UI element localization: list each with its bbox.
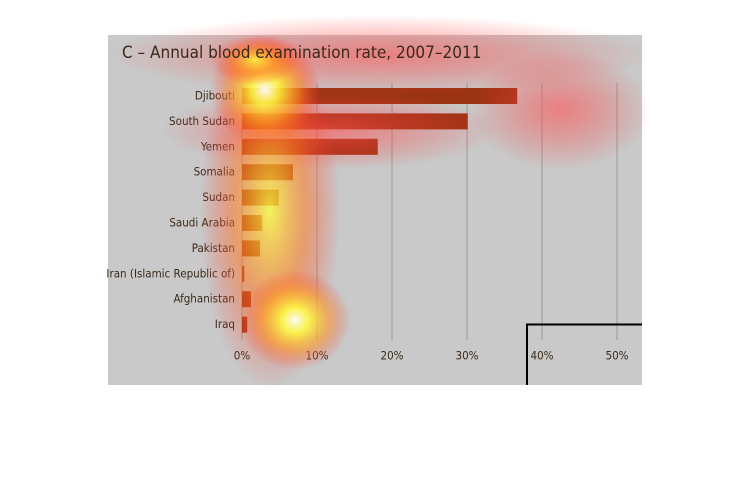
y-tick-label: Afghanistan <box>173 292 235 306</box>
selection-box <box>526 323 642 385</box>
x-tick-label: 10% <box>306 349 329 363</box>
y-tick-label: Yemen <box>200 139 235 153</box>
bar <box>242 291 251 308</box>
bar <box>242 316 248 333</box>
bar <box>242 240 260 257</box>
bar <box>242 189 279 206</box>
y-tick-label: Iraq <box>215 317 235 331</box>
x-tick-label: 50% <box>606 349 629 363</box>
bar <box>242 164 293 181</box>
y-tick-label: Saudi Arabia <box>169 216 235 230</box>
y-tick-label: Pakistan <box>192 241 235 255</box>
y-tick-label: Djibouti <box>195 89 235 103</box>
chart-title: C – Annual blood examination rate, 2007–… <box>122 43 481 63</box>
bar <box>242 138 378 155</box>
x-tick-label: 0% <box>234 349 251 363</box>
y-tick-label: Somalia <box>194 165 235 179</box>
background <box>108 35 642 385</box>
bar <box>242 113 468 130</box>
bar <box>242 215 263 231</box>
x-tick-label: 20% <box>381 349 404 363</box>
y-tick-label: Sudan <box>202 190 235 204</box>
y-tick-label: South Sudan <box>169 114 235 128</box>
x-tick-label: 40% <box>531 349 554 363</box>
bar <box>242 88 518 104</box>
x-tick-label: 30% <box>456 349 479 363</box>
y-tick-label: Iran (Islamic Republic of) <box>106 266 235 280</box>
bar <box>242 265 245 282</box>
